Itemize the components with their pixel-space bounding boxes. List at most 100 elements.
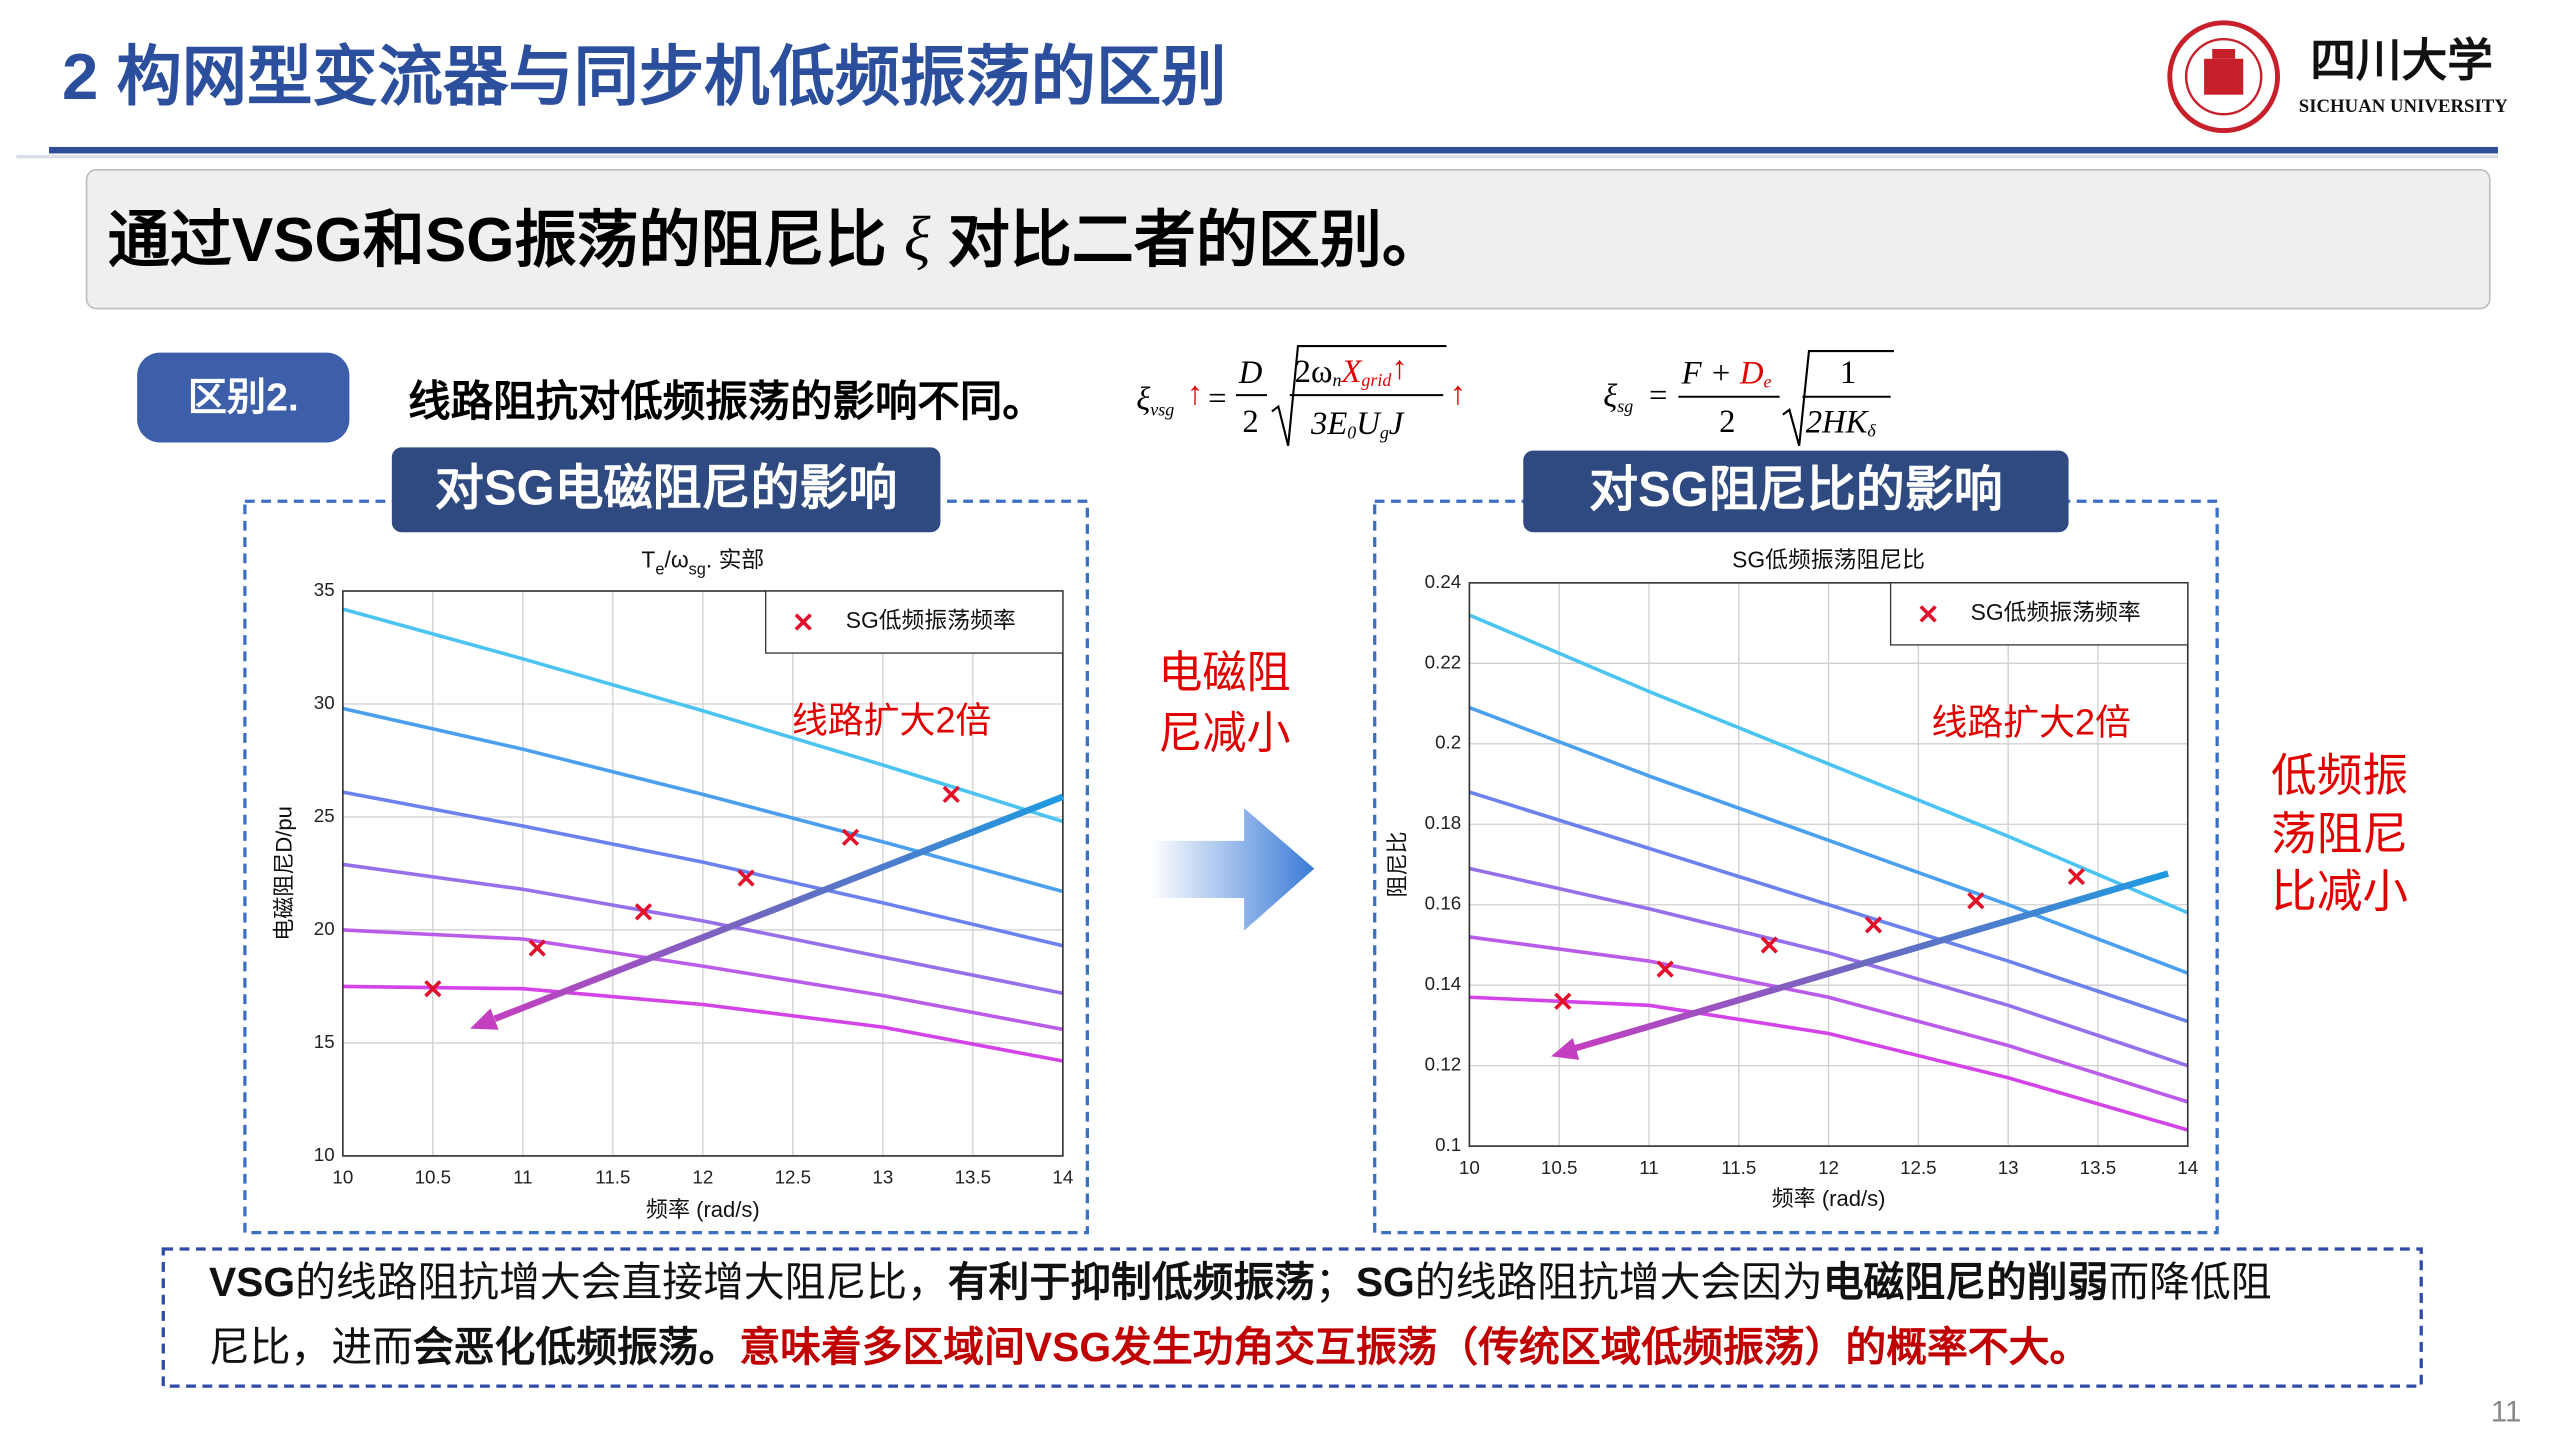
scatter-point	[1656, 960, 1674, 978]
conclusion-run: 的线路阻抗增大会因为	[1415, 1259, 1823, 1305]
conclusion-run: SG	[1356, 1259, 1415, 1305]
f-root-num: 2ω	[1295, 353, 1333, 389]
page-number: 11	[2491, 1396, 2522, 1429]
chart: 对SG电磁阻尼的影响 10 10.5 11 11.5 12 12.5 13 13.5 14 10 15…	[243, 447, 1089, 1235]
scatter-point	[1864, 916, 1883, 934]
x-tick-label: 10	[1459, 1157, 1480, 1178]
plot-border	[342, 590, 1064, 1157]
trend-arrow	[493, 793, 1065, 1022]
x-tick-label: 12.5	[1900, 1157, 1937, 1178]
conclusion-line: VSG的线路阻抗增大会直接增大阻尼比，有利于抑制低频振荡；SG的线路阻抗增大会因…	[209, 1259, 2272, 1305]
y-tick-label: 10	[314, 1144, 335, 1165]
x-axis-label: 频率 (rad/s)	[1772, 1186, 1886, 1211]
scatter-point	[424, 980, 442, 998]
annotation: 线路扩大2倍	[792, 700, 992, 741]
conclusion-run: 意味着多区域间VSG发生功角交互振荡（传统区域低频振荡）的概率不大。	[739, 1324, 2090, 1370]
scatter-point	[737, 869, 755, 887]
header-rule	[48, 146, 2498, 154]
y-tick-label: 0.18	[1425, 812, 1462, 833]
badge-text: 区别2.	[188, 376, 299, 419]
legend-marker	[1919, 605, 1937, 623]
series-line	[1469, 935, 2189, 1104]
y-tick-label: 0.12	[1425, 1054, 1462, 1075]
right-note: 低频振	[2271, 750, 2408, 801]
f-up: ↑	[1187, 376, 1203, 412]
f-up: ↑	[1450, 376, 1466, 412]
series-line	[1468, 705, 2189, 975]
chart-title-part: T	[641, 547, 655, 573]
chart-frame	[243, 499, 1089, 1235]
chart-frame	[1373, 499, 2219, 1235]
svg-text:F + De: F + De	[1681, 355, 1772, 392]
conclusion-run: ；	[1315, 1259, 1356, 1305]
scatter-point	[1760, 936, 1778, 954]
legend-label: SG低频振荡频率	[1971, 599, 2141, 625]
chart-title-part: e	[655, 561, 664, 579]
chart-title: Te/ωsg. 实部	[641, 547, 764, 579]
formula-vsg: ξvsg ↑ = D 2 2ωnXgrid↑ 3E0UgJ ↑	[1136, 345, 1466, 446]
f-sub: e	[1764, 372, 1772, 392]
badge	[137, 352, 350, 443]
scatter-point	[841, 828, 860, 846]
legend-box	[765, 590, 1064, 654]
banner-before: 通过VSG和SG振荡的阻尼比	[108, 206, 904, 275]
x-tick-label: 12.5	[775, 1167, 812, 1188]
f-sub: g	[1380, 422, 1389, 442]
y-tick-label: 25	[314, 805, 335, 826]
banner-text: 通过VSG和SG振荡的阻尼比 ξ 对比二者的区别。	[108, 205, 1444, 275]
f-sub: δ	[1867, 421, 1876, 441]
scatter-point	[942, 785, 960, 804]
conclusion-run: 电磁阻尼的削弱	[1823, 1259, 2109, 1305]
middle-note: 尼减小	[1158, 709, 1290, 758]
chart-title: SG低频振荡阻尼比	[1732, 547, 1925, 573]
f-den: 2	[1719, 404, 1735, 440]
y-tick-label: 0.16	[1425, 893, 1462, 914]
x-tick-label: 10	[332, 1167, 353, 1188]
x-tick-label: 11.5	[1721, 1157, 1756, 1178]
y-tick-label: 20	[314, 918, 335, 939]
f-sub: grid	[1361, 370, 1392, 390]
page-title: 2 构网型变流器与同步机低频振荡的区别	[62, 40, 1227, 113]
logo-cn: 四川大学	[2310, 35, 2493, 86]
right-note: 荡阻尼	[2271, 809, 2408, 860]
chart-heading: 对SG阻尼比的影响	[1589, 463, 2003, 517]
chart-title-part: . 实部	[706, 547, 764, 573]
logo: 四川大学 SICHUAN UNIVERSITY	[2167, 20, 2509, 134]
f-symbol: ξ	[1136, 381, 1150, 417]
charts: 对SG电磁阻尼的影响 10 10.5 11 11.5 12 12.5 13 13.5 14 10 15…	[243, 447, 2219, 1235]
f-d: D	[1739, 355, 1764, 391]
right-note: 比减小	[2271, 866, 2408, 917]
conclusion-box	[161, 1247, 2423, 1388]
series-line	[342, 790, 1064, 948]
f-num: F +	[1681, 355, 1740, 391]
x-tick-label: 10.5	[415, 1167, 452, 1188]
series-line	[342, 862, 1064, 995]
series-line	[1468, 613, 2189, 915]
y-axis-label: 阻尼比	[1385, 831, 1410, 897]
f-j: J	[1389, 406, 1405, 442]
f-den: 2	[1242, 404, 1258, 440]
x-tick-label: 13.5	[2080, 1157, 2117, 1178]
series-line	[1468, 866, 2189, 1068]
big-arrow	[1151, 808, 1315, 931]
overlay	[470, 793, 2170, 1060]
logo-en: SICHUAN UNIVERSITY	[2299, 96, 2509, 117]
conclusion-line: 尼比，进而会恶化低频振荡。意味着多区域间VSG发生功角交互振荡（传统区域低频振荡…	[209, 1324, 2090, 1370]
plot-border	[1468, 582, 2189, 1147]
scatter-point	[528, 939, 546, 957]
conclusion-run: 会恶化低频振荡。	[413, 1324, 739, 1370]
y-tick-label: 15	[314, 1031, 335, 1052]
conclusion-run: 尼比，进而	[209, 1324, 413, 1370]
y-tick-label: 0.1	[1435, 1134, 1461, 1155]
subtitle: 线路阻抗对低频振荡的影响不同。	[408, 378, 1045, 425]
y-axis-label: 电磁阻尼D/pu	[272, 806, 297, 941]
series-line	[342, 928, 1064, 1032]
chart-title-part: /ω	[664, 547, 688, 573]
conclusion-run: VSG	[209, 1259, 295, 1305]
x-tick-label: 13	[1998, 1157, 2019, 1178]
chart-heading-box	[1523, 450, 2069, 533]
conclusion: VSG的线路阻抗增大会直接增大阻尼比，有利于抑制低频振荡；SG的线路阻抗增大会因…	[209, 1259, 2272, 1370]
chart: 对SG阻尼比的影响 10 10.5 11 11.5 12 12.5 13 13.5 14 0.1 0.…	[1373, 450, 2219, 1235]
